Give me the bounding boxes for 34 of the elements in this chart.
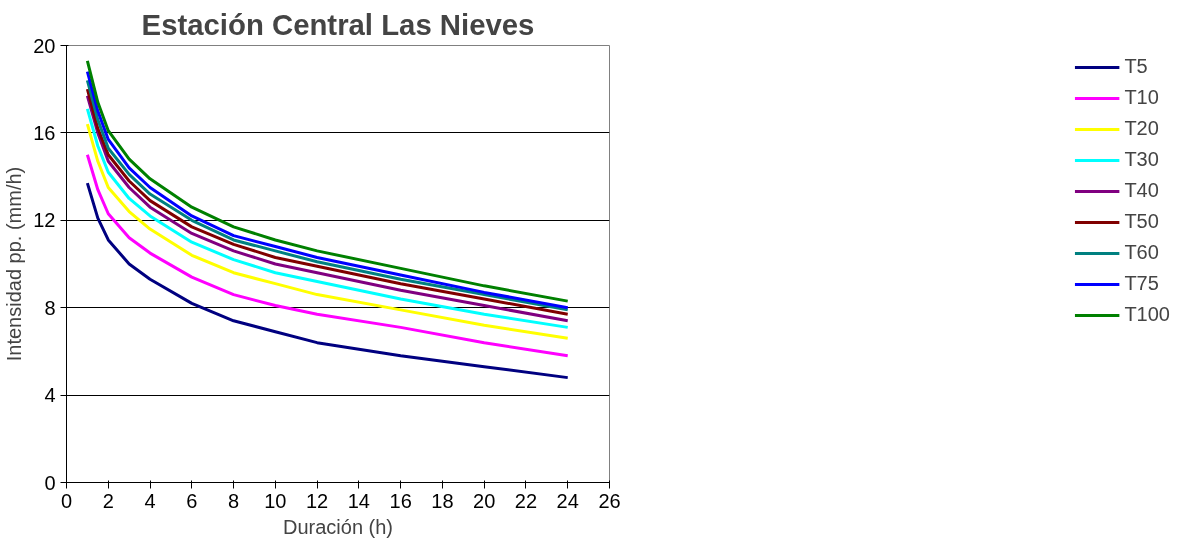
x-tick-label: 14 bbox=[347, 489, 371, 512]
x-tick-label: 2 bbox=[102, 489, 114, 512]
y-tick-label: 4 bbox=[44, 384, 56, 407]
x-tick-label: 4 bbox=[144, 489, 156, 512]
x-tick-label: 8 bbox=[228, 489, 240, 512]
x-axis-title: Duración (h) bbox=[282, 515, 394, 538]
chart-title: Estación Central Las Nieves bbox=[141, 7, 535, 41]
x-tick-label: 6 bbox=[186, 489, 198, 512]
legend-label: T75 bbox=[1124, 272, 1159, 295]
y-tick-label: 0 bbox=[44, 471, 56, 494]
legend-label: T100 bbox=[1124, 303, 1170, 326]
legend-label: T20 bbox=[1124, 117, 1159, 140]
line-series bbox=[85, 153, 570, 358]
x-tick-label: 18 bbox=[431, 489, 454, 512]
x-tick-label: 20 bbox=[473, 489, 496, 512]
line-series bbox=[85, 181, 570, 380]
y-tick-label: 12 bbox=[33, 209, 56, 232]
y-tick-label: 20 bbox=[33, 34, 56, 57]
x-tick-label: 22 bbox=[514, 489, 538, 512]
x-tick-label: 12 bbox=[305, 489, 329, 512]
legend-label: T60 bbox=[1124, 241, 1159, 264]
x-tick-label: 16 bbox=[389, 489, 412, 512]
legend-label: T5 bbox=[1124, 55, 1148, 78]
legend-label: T50 bbox=[1124, 210, 1159, 233]
y-tick-label: 16 bbox=[33, 121, 56, 144]
x-tick-label: 24 bbox=[556, 489, 579, 512]
x-tick-label: 26 bbox=[598, 489, 621, 512]
x-tick-label: 0 bbox=[60, 489, 73, 512]
x-tick-label: 10 bbox=[264, 489, 287, 512]
legend-label: T30 bbox=[1124, 148, 1159, 171]
legend-label: T10 bbox=[1124, 86, 1159, 109]
legend-label: T40 bbox=[1124, 179, 1159, 202]
y-tick-label: 8 bbox=[44, 296, 56, 319]
y-axis-title: Intensidad pp. (mm/h) bbox=[3, 166, 26, 362]
